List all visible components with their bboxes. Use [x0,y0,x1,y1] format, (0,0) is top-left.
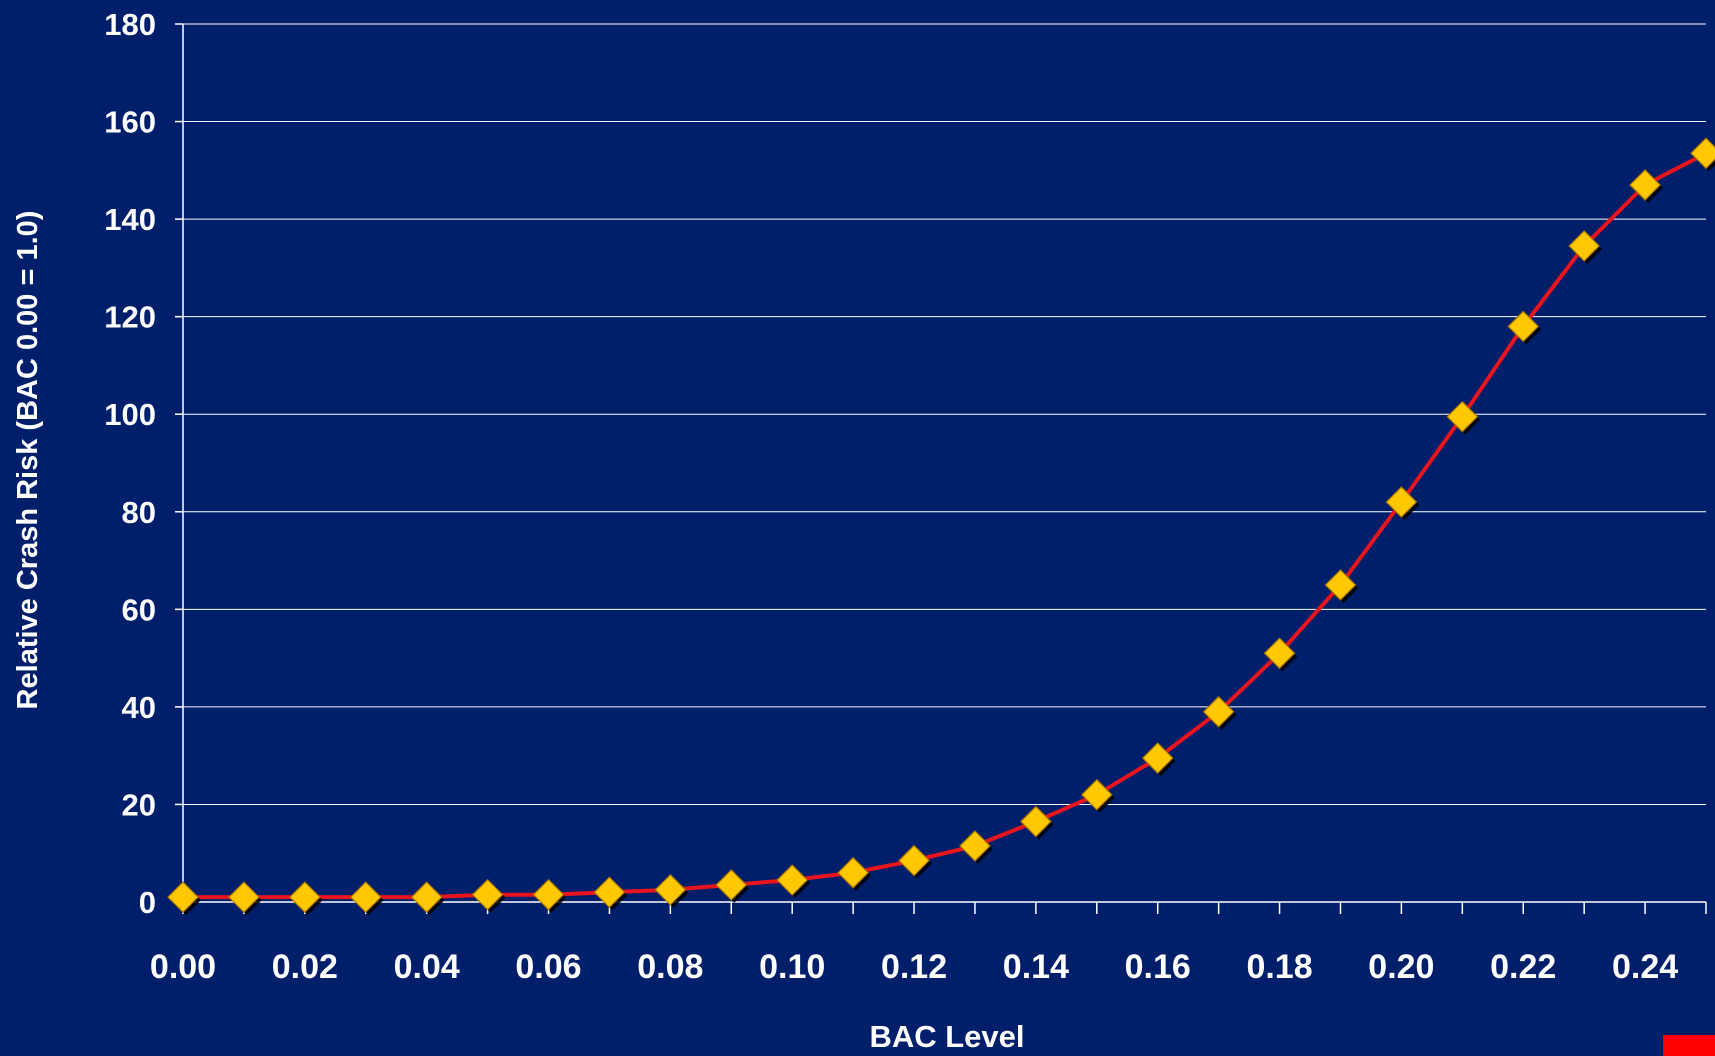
diamond-marker [776,864,809,896]
data-point [1690,137,1715,172]
diamond-marker [715,869,748,901]
diamond-marker [1141,742,1174,774]
x-tick-label: 0.24 [1612,948,1678,986]
diamond-marker [1385,486,1418,518]
x-tick-label: 0.22 [1490,948,1556,986]
data-point [776,864,811,899]
data-point [593,876,628,911]
data-point [1324,569,1359,603]
x-tick-label: 0.20 [1368,948,1434,986]
data-point [715,869,750,903]
data-point [1507,310,1542,345]
x-tick-label: 0.02 [272,948,338,986]
diamond-marker [1690,137,1715,170]
y-tick-label: 20 [122,787,156,822]
data-point [288,881,323,916]
data-point [410,881,445,916]
diamond-marker [1020,805,1052,838]
x-tick-label: 0.18 [1246,948,1312,986]
y-tick-labels: 0 20 40 60 80 100 120 140 160 180 [104,7,156,920]
data-point [837,856,872,891]
x-tick-label: 0.04 [394,948,460,986]
data-point [1020,805,1054,840]
x-tick-label: 0.00 [150,948,216,986]
diamond-marker [837,856,869,889]
x-tick-label: 0.12 [881,948,947,986]
diamond-marker [1507,310,1540,343]
diamond-marker [532,878,565,911]
y-tick-label: 0 [139,885,156,920]
data-point [1263,637,1298,672]
series-line-group [181,151,1708,900]
x-tick-label: 0.08 [637,948,703,986]
diamond-marker [1629,169,1661,201]
data-point [1568,230,1603,264]
diamond-marker [288,881,321,913]
y-tick-label: 80 [122,495,156,530]
x-axis-title: BAC Level [869,1019,1024,1054]
data-point [959,830,993,864]
diamond-marker [1446,400,1479,433]
y-tick-label: 40 [122,690,156,725]
data-point-markers [167,137,1715,916]
data-point [1446,400,1481,435]
diamond-marker [654,873,687,906]
diamond-marker [1080,778,1113,811]
data-point [471,878,506,913]
diamond-marker [228,881,260,913]
data-point [898,844,933,879]
diamond-marker [167,881,199,913]
x-tick-label: 0.14 [1003,948,1069,986]
y-tick-label: 180 [104,7,156,42]
data-point [1141,742,1176,777]
y-tick-label: 160 [104,105,156,140]
diamond-marker [593,876,626,909]
axes [175,23,1707,914]
data-point [1080,778,1115,813]
diamond-marker [349,881,382,913]
diamond-marker [959,830,991,862]
data-point [349,881,384,916]
data-point [654,873,689,908]
y-tick-label: 60 [122,592,156,627]
y-tick-label: 140 [104,202,156,237]
diamond-marker [1202,695,1235,728]
data-point [532,878,567,913]
y-tick-label: 100 [104,397,156,432]
data-point [167,881,201,916]
gridlines [183,23,1706,805]
x-tick-label: 0.06 [515,948,581,986]
data-point [1629,169,1664,203]
diamond-marker [471,878,504,911]
y-axis-title: Relative Crash Risk (BAC 0.00 = 1.0) [12,211,44,710]
x-tick-labels: 0.00 0.02 0.04 0.06 0.08 0.10 0.12 0.14 0.16 0.18… [150,948,1678,986]
diamond-marker [1263,637,1296,670]
data-point [1202,695,1237,730]
series-line [181,151,1708,900]
corner-accent-mark [1663,1035,1715,1056]
x-tick-label: 0.16 [1125,948,1191,986]
data-point [228,881,262,916]
diamond-marker [898,844,930,877]
diamond-marker [1568,230,1601,262]
x-tick-label: 0.10 [759,948,825,986]
data-point [1385,486,1420,521]
y-tick-label: 120 [104,300,156,335]
diamond-marker [1324,569,1357,601]
diamond-marker [410,881,443,913]
